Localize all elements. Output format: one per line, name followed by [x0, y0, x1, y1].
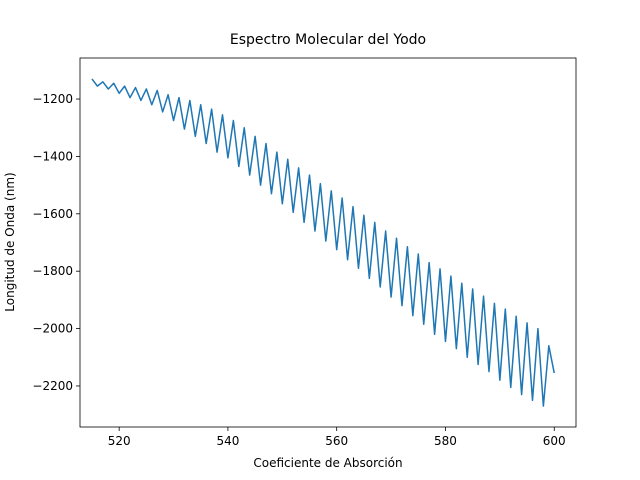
y-tick-label: −1600 — [32, 207, 73, 221]
x-tick-label: 520 — [108, 434, 131, 448]
x-tick-label: 540 — [216, 434, 239, 448]
chart-title: Espectro Molecular del Yodo — [230, 32, 426, 48]
y-tick-label: −2200 — [32, 379, 73, 393]
x-tick-label: 560 — [325, 434, 348, 448]
x-tick-label: 600 — [543, 434, 566, 448]
plot-frame — [79, 57, 577, 428]
data-line — [91, 78, 555, 407]
y-tick-label: −1800 — [32, 264, 73, 278]
y-axis-label: Longitud de Onda (nm) — [3, 172, 17, 311]
x-axis-label: Coeficiente de Absorción — [253, 456, 402, 470]
x-tick-label: 580 — [434, 434, 457, 448]
y-tick-label: −2000 — [32, 322, 73, 336]
y-tick-label: −1400 — [32, 149, 73, 163]
y-tick-label: −1200 — [32, 92, 73, 106]
